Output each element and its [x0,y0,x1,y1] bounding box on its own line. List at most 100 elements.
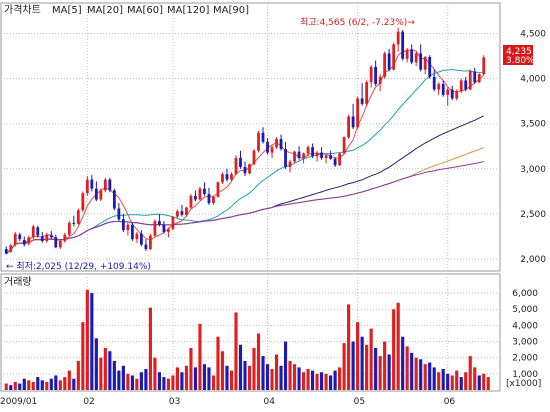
candle-body [405,49,409,59]
volume-bar [274,354,279,390]
candle-body [392,44,396,70]
volume-bar [441,369,445,390]
candle-body [185,207,188,215]
volume-bar-layer [4,289,490,390]
candle-body [243,166,247,174]
volume-bar [423,364,427,390]
candle-body [234,157,238,175]
candle [473,67,477,85]
volume-bar [455,370,459,390]
candle [58,239,62,250]
volume-bar [157,372,161,390]
candle [270,145,274,158]
volume-bar [81,322,85,390]
candle [369,65,373,88]
volume-bar [301,372,306,390]
volume-bar [329,375,333,390]
volume-tick-label: 6,000 [512,289,538,299]
candle-body [360,98,364,104]
candle [351,103,355,130]
candle-body [9,245,13,252]
volume-bar [234,312,238,390]
current-price-tag [503,45,533,65]
candle [261,127,265,144]
candle [130,222,134,241]
candle [81,191,85,213]
candle [207,187,211,205]
volume-bar [410,352,414,390]
candle-body [239,157,242,167]
candle-body [158,221,161,225]
candle-body [189,195,193,208]
volume-bar [464,372,468,390]
candle [437,82,441,95]
candle [117,203,121,222]
candle-body [459,80,463,92]
candle [468,69,472,91]
volume-bar [238,344,243,390]
volume-bar [166,378,170,390]
candle [374,60,378,86]
candle-body [311,147,314,157]
candle-body [176,211,179,217]
volume-tick-label: 2,000 [512,354,538,364]
candle-body [401,31,405,59]
candle [85,176,89,196]
current-price-change: 3.80% [506,56,535,66]
price-chart-title: 가격차트 [4,3,41,16]
candle [275,137,278,149]
candle-body [252,150,256,165]
candle [31,224,35,240]
candle-body [103,179,107,191]
volume-bar [103,348,107,390]
candle [297,146,301,160]
candle-body [261,132,265,142]
candle-body [248,164,251,174]
candle [423,56,427,75]
volume-bar [247,365,252,390]
candle-body [212,196,215,204]
candle [162,221,166,234]
volume-bar [9,385,13,390]
candle [203,182,206,196]
candle-body [437,84,441,90]
candle-body [419,53,423,70]
candle-body [27,237,31,244]
volume-bar [130,375,134,390]
candle-body [320,152,323,158]
ma120-line [5,161,484,254]
volume-bar [184,365,189,390]
volume-bar [229,370,234,390]
candle [18,232,22,241]
candle-body [423,56,427,70]
volume-bar [392,309,396,390]
candle [459,78,463,94]
volume-bar [18,383,22,390]
candle [234,155,238,176]
candle [356,96,360,130]
candle-body [126,224,130,231]
candle [347,114,351,140]
candle [405,47,409,63]
candle [401,29,405,61]
volume-bar [374,348,378,390]
volume-bar [207,367,211,390]
x-tick-label: 03 [169,397,180,407]
candle-body [383,53,387,77]
candle-body [63,234,67,241]
volume-bar [148,307,152,390]
candle-body [284,148,287,167]
high-price-annotation: 최고:4,565 (6/2, -7.23%)→ [300,17,415,28]
volume-bar [67,370,71,390]
volume-bar [428,362,432,390]
candle-body [108,179,112,191]
candle [108,177,112,193]
candle-body [315,152,319,157]
low-price-annotation: ← 최저:2,025 (12/29, +109.14%) [6,261,151,272]
volume-bar [342,343,346,390]
candle [446,87,450,106]
candle-body [338,153,341,166]
candle-body [473,71,477,83]
candle [383,51,387,79]
volume-bar [419,359,423,390]
